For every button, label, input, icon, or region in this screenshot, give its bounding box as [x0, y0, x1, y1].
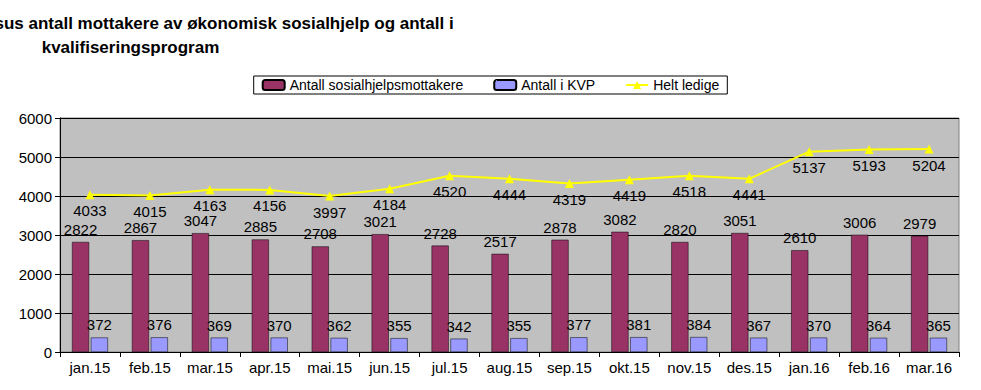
svg-text:367: 367 — [746, 317, 771, 334]
svg-text:5204: 5204 — [912, 157, 945, 174]
svg-text:apr.15: apr.15 — [249, 359, 291, 376]
svg-text:2610: 2610 — [783, 229, 816, 246]
svg-text:377: 377 — [566, 316, 591, 333]
svg-text:okt.15: okt.15 — [609, 359, 650, 376]
svg-text:1000: 1000 — [19, 305, 52, 322]
svg-text:3997: 3997 — [313, 204, 346, 221]
svg-text:feb.15: feb.15 — [129, 359, 171, 376]
svg-text:370: 370 — [267, 317, 292, 334]
svg-text:2708: 2708 — [304, 225, 337, 242]
svg-text:376: 376 — [147, 316, 172, 333]
svg-text:mar.16: mar.16 — [906, 359, 952, 376]
svg-text:3047: 3047 — [184, 212, 217, 229]
svg-text:3006: 3006 — [843, 214, 876, 231]
svg-text:3000: 3000 — [19, 227, 52, 244]
svg-text:mar.15: mar.15 — [187, 359, 233, 376]
svg-text:4319: 4319 — [553, 191, 586, 208]
svg-text:jan.16: jan.16 — [788, 359, 830, 376]
svg-text:jul.15: jul.15 — [431, 359, 468, 376]
svg-text:feb.16: feb.16 — [848, 359, 890, 376]
svg-text:4520: 4520 — [433, 183, 466, 200]
svg-text:355: 355 — [387, 317, 412, 334]
svg-text:Helt ledige: Helt ledige — [653, 77, 719, 93]
svg-text:2000: 2000 — [19, 266, 52, 283]
svg-text:mai.15: mai.15 — [307, 359, 352, 376]
svg-text:3021: 3021 — [364, 213, 397, 230]
svg-text:4033: 4033 — [73, 202, 106, 219]
svg-text:2728: 2728 — [423, 225, 456, 242]
svg-text:365: 365 — [926, 317, 951, 334]
svg-text:3082: 3082 — [603, 211, 636, 228]
svg-text:2979: 2979 — [903, 215, 936, 232]
svg-text:4419: 4419 — [613, 187, 646, 204]
svg-text:362: 362 — [327, 317, 352, 334]
svg-text:369: 369 — [207, 317, 232, 334]
svg-text:2822: 2822 — [64, 221, 97, 238]
svg-text:384: 384 — [686, 316, 711, 333]
svg-text:2885: 2885 — [244, 218, 277, 235]
svg-text:4163: 4163 — [193, 197, 226, 214]
svg-text:Antall i KVP: Antall i KVP — [521, 77, 595, 93]
svg-text:364: 364 — [866, 317, 891, 334]
svg-text:kvalifiseringsprogram: kvalifiseringsprogram — [42, 38, 220, 57]
svg-text:3051: 3051 — [723, 212, 756, 229]
svg-text:sep.15: sep.15 — [547, 359, 592, 376]
svg-text:jun.15: jun.15 — [368, 359, 410, 376]
svg-text:4444: 4444 — [493, 186, 526, 203]
svg-text:Antall sosialhjelpsmottakere: Antall sosialhjelpsmottakere — [290, 77, 464, 93]
svg-text:4441: 4441 — [733, 186, 766, 203]
svg-text:des.15: des.15 — [727, 359, 772, 376]
svg-text:Antall arbeidsledige versus an: Antall arbeidsledige versus antall motta… — [0, 14, 458, 33]
svg-text:6000: 6000 — [19, 110, 52, 127]
svg-text:370: 370 — [806, 317, 831, 334]
svg-text:2867: 2867 — [124, 219, 157, 236]
svg-text:5137: 5137 — [792, 159, 825, 176]
svg-text:aug.15: aug.15 — [487, 359, 533, 376]
svg-text:0: 0 — [44, 344, 52, 361]
svg-text:2878: 2878 — [543, 219, 576, 236]
svg-text:5193: 5193 — [852, 157, 885, 174]
svg-text:372: 372 — [87, 316, 112, 333]
svg-text:jan.15: jan.15 — [69, 359, 111, 376]
svg-text:2820: 2820 — [663, 221, 696, 238]
svg-text:342: 342 — [446, 318, 471, 335]
svg-text:4184: 4184 — [373, 196, 406, 213]
svg-text:4518: 4518 — [673, 183, 706, 200]
svg-text:381: 381 — [626, 316, 651, 333]
svg-text:4156: 4156 — [253, 197, 286, 214]
svg-text:4000: 4000 — [19, 188, 52, 205]
svg-text:nov.15: nov.15 — [667, 359, 711, 376]
svg-text:355: 355 — [506, 317, 531, 334]
svg-text:4015: 4015 — [133, 203, 166, 220]
svg-text:5000: 5000 — [19, 149, 52, 166]
svg-text:2517: 2517 — [483, 233, 516, 250]
